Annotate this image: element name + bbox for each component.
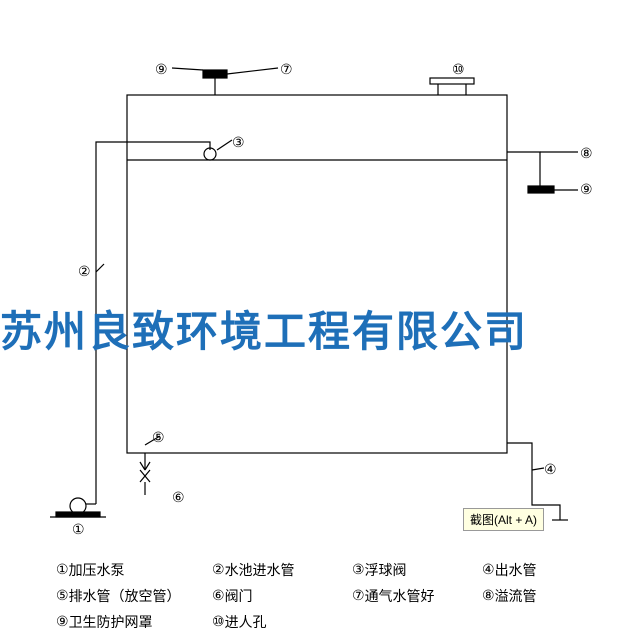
callout-c5: ⑤ — [152, 430, 165, 447]
callout-c3: ③ — [232, 135, 245, 152]
callout-c7: ⑦ — [280, 62, 293, 79]
legend-item: ①加压水泵 — [56, 560, 212, 580]
callout-c6: ⑥ — [172, 490, 185, 507]
callout-c10: ⑩ — [452, 62, 465, 79]
callout-c9b: ⑨ — [580, 182, 593, 199]
legend-item: ⑤排水管（放空管） — [56, 586, 212, 606]
legend-item: ③浮球阀 — [352, 560, 482, 580]
legend-item: ⑦通气水管好 — [352, 586, 482, 606]
legend-item: ④出水管 — [482, 560, 582, 580]
legend-item: ⑧溢流管 — [482, 586, 582, 606]
callout-c4: ④ — [544, 462, 557, 479]
callout-c2: ② — [78, 264, 91, 281]
legend-item: ⑩进人孔 — [212, 612, 352, 632]
callout-c1: ① — [72, 522, 85, 539]
legend: ①加压水泵②水池进水管③浮球阀④出水管 ⑤排水管（放空管）⑥阀门⑦通气水管好⑧溢流… — [56, 560, 582, 638]
screenshot-tooltip: 截图(Alt + A) — [463, 508, 544, 531]
callout-c8: ⑧ — [580, 146, 593, 163]
legend-item: ⑥阀门 — [212, 586, 352, 606]
legend-item: ②水池进水管 — [212, 560, 352, 580]
company-watermark: 苏州良致环境工程有限公司 — [0, 298, 528, 359]
legend-item: ⑨卫生防护网罩 — [56, 612, 212, 632]
callout-c9a: ⑨ — [155, 62, 168, 79]
